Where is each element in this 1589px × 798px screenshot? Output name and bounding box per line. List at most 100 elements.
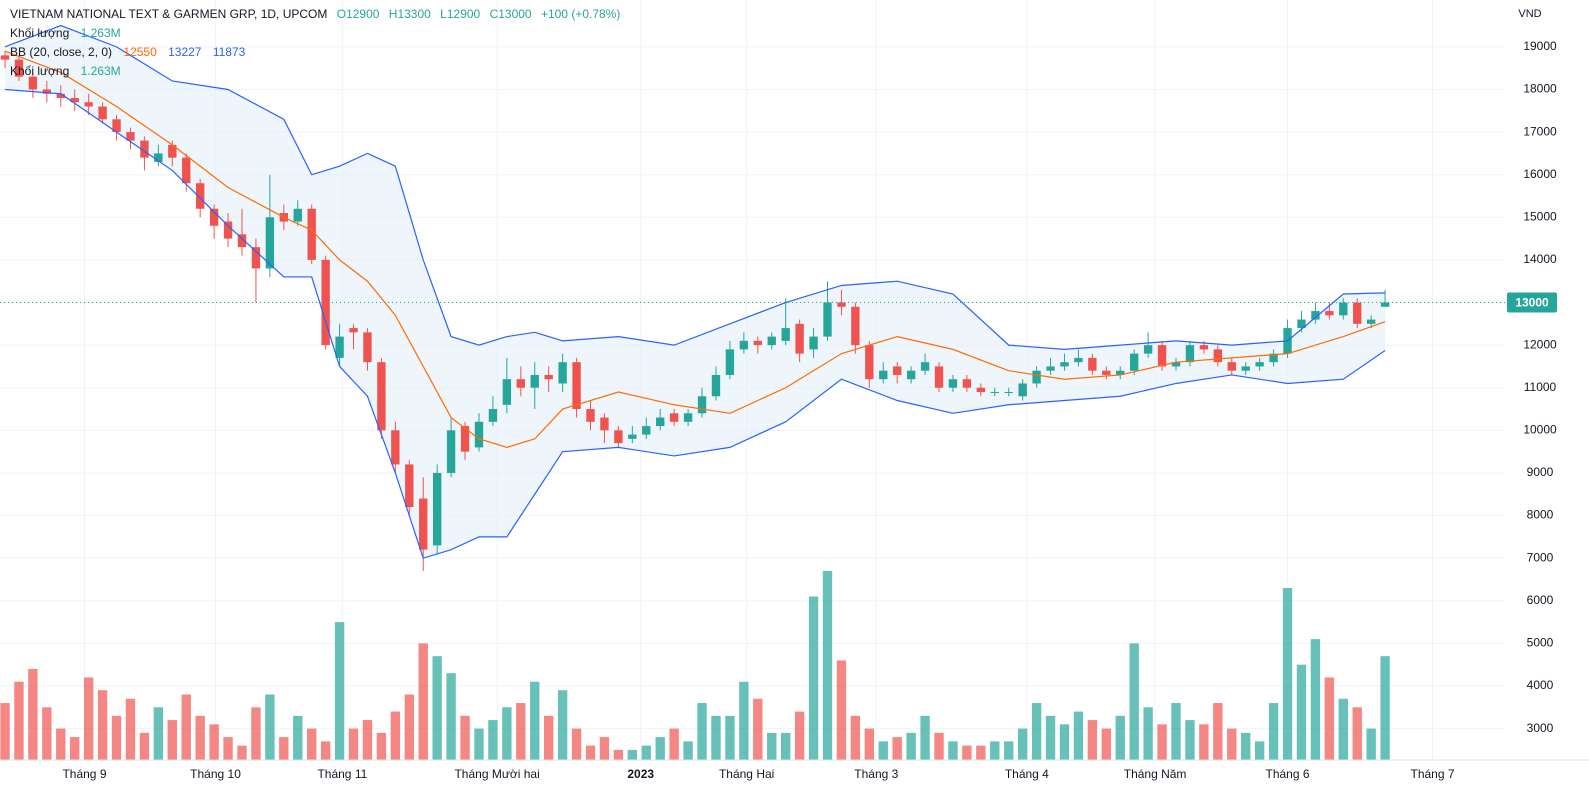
candle-body — [948, 379, 958, 388]
volume-bar — [181, 694, 191, 760]
open: O12900 — [337, 7, 380, 21]
bollinger-bands — [5, 25, 1386, 559]
x-tick-label: Tháng Năm — [1124, 767, 1187, 781]
candle-body — [767, 336, 776, 346]
volume-bar — [195, 715, 205, 760]
volume-bar — [279, 737, 289, 760]
volume-bar — [293, 715, 303, 760]
candle-body — [1366, 319, 1376, 324]
volume-bar — [655, 737, 665, 760]
volume-bar — [516, 703, 526, 760]
volume-bar — [1296, 664, 1307, 760]
volume-bar — [390, 711, 401, 760]
volume-bar — [1073, 711, 1084, 760]
candle-body — [1018, 383, 1027, 397]
candle-body — [893, 366, 902, 375]
volume-bar — [990, 741, 1000, 760]
volume-bar — [251, 707, 261, 760]
volume-bar — [209, 724, 219, 760]
candle-body — [865, 345, 874, 380]
candle-body — [1185, 345, 1195, 363]
volume-bar — [1268, 703, 1279, 760]
volume-bar — [1157, 724, 1167, 760]
value: 13227 — [168, 45, 202, 59]
volume-bar — [641, 745, 651, 760]
candle-body — [1255, 362, 1264, 367]
candle-body — [377, 362, 386, 431]
candle-body — [182, 157, 191, 184]
volume-bar — [780, 732, 791, 760]
volume-bar — [1171, 703, 1181, 760]
candle-body — [683, 413, 693, 422]
volume-bar — [1059, 724, 1070, 760]
volume-bar — [836, 660, 847, 760]
candle-body — [809, 336, 818, 350]
volume-bar — [111, 715, 122, 760]
candle-body — [837, 302, 846, 307]
x-tick-label: 2023 — [627, 767, 654, 781]
last-price-box — [1507, 292, 1557, 313]
candle-body — [446, 430, 456, 473]
candle-body — [363, 332, 372, 363]
volume-bar — [1310, 639, 1321, 760]
x-tick-label: Tháng 6 — [1266, 767, 1310, 781]
volume-bar — [878, 741, 888, 760]
volume-bar — [56, 728, 66, 760]
volume-bar — [0, 703, 10, 760]
volume-bar — [697, 703, 707, 760]
volume-bar — [1282, 587, 1293, 760]
y-tick-label: 14000 — [1523, 252, 1557, 266]
y-tick-label: 12000 — [1523, 337, 1557, 351]
volume-bar — [1129, 643, 1139, 760]
candle-body — [1339, 302, 1348, 316]
header: VIETNAM NATIONAL TEXT & GARMEN GRP, 1D, … — [10, 7, 620, 21]
band-line — [4, 24, 1386, 350]
x-tick-label: Tháng 10 — [190, 767, 241, 781]
candle-body — [697, 396, 707, 414]
volume-bar — [571, 728, 582, 760]
volume-bar — [1254, 741, 1265, 760]
candle-body — [1088, 357, 1097, 371]
candle-body — [474, 421, 484, 448]
volume-bar — [502, 707, 512, 760]
volume-bar — [1227, 728, 1237, 760]
volume-bar — [962, 745, 972, 760]
candle-body — [265, 217, 275, 269]
volume-bar — [28, 668, 38, 760]
candle-body — [614, 430, 623, 444]
candle-body — [1297, 319, 1306, 329]
candle-body — [1130, 353, 1139, 371]
candle-body — [251, 247, 261, 269]
candle-body — [56, 93, 65, 98]
y-tick-label: 4000 — [1527, 678, 1554, 692]
volume-bar — [906, 732, 916, 760]
volume-bar — [599, 737, 610, 760]
candle-body — [572, 362, 581, 410]
value: 1.263M — [81, 26, 121, 40]
volume-bar — [125, 698, 136, 760]
high: H13300 — [389, 7, 431, 21]
volume-bar — [320, 741, 331, 760]
volume-bar — [460, 715, 470, 760]
candle-body — [223, 221, 233, 239]
x-tick-label: Tháng Mười hai — [454, 767, 539, 781]
volume-bar — [265, 694, 275, 760]
last-price-label: 13000 — [1515, 296, 1549, 310]
candle-body — [544, 374, 553, 380]
band-line — [4, 88, 1386, 559]
candle-body — [349, 328, 358, 333]
volume-bar — [767, 732, 777, 760]
x-tick-label: Tháng 9 — [62, 767, 106, 781]
candle-body — [1227, 362, 1236, 371]
candle-body — [781, 328, 790, 341]
candle-body — [1143, 345, 1153, 354]
candle-body — [1269, 353, 1278, 363]
volume-bar — [544, 715, 554, 760]
x-tick-label: Tháng 7 — [1410, 767, 1454, 781]
candle-body — [1046, 366, 1055, 371]
candle-body — [335, 336, 344, 358]
band-line — [4, 50, 1386, 449]
candle-body — [586, 409, 595, 422]
volume-bar — [753, 698, 763, 760]
candle-body — [1311, 311, 1320, 320]
